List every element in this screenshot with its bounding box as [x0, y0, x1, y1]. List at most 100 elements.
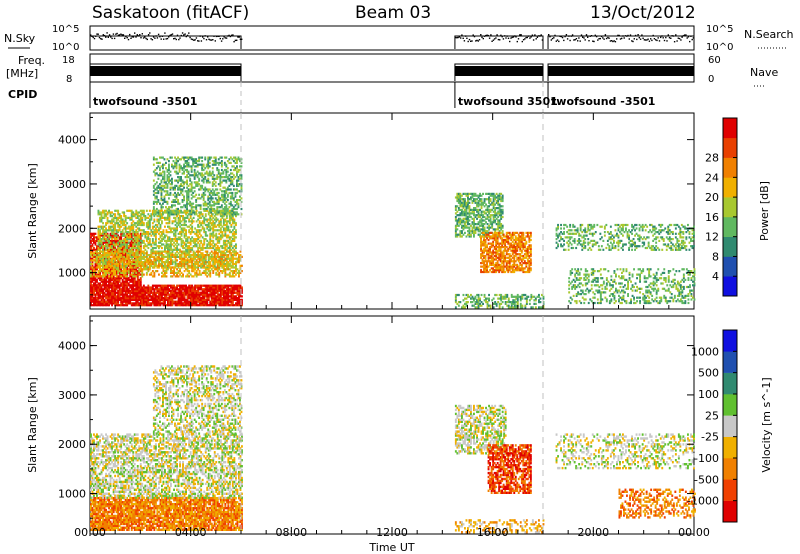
power-cell — [99, 297, 101, 300]
power-cell — [173, 288, 175, 291]
power-cell — [183, 218, 186, 221]
power-cell — [171, 179, 173, 182]
power-cell — [120, 245, 123, 248]
power-cell — [238, 300, 240, 303]
power-cell — [230, 218, 233, 221]
power-cell — [100, 284, 103, 287]
power-cell — [183, 304, 186, 307]
power-cell — [204, 289, 207, 293]
power-cell — [230, 286, 233, 289]
power-cell — [147, 291, 150, 294]
nsky-point — [680, 39, 682, 41]
power-cell — [211, 172, 214, 175]
power-cell — [159, 300, 162, 303]
power-cell — [132, 255, 135, 258]
power-cell — [239, 286, 242, 289]
power-cell — [190, 184, 193, 187]
power-cell — [186, 286, 189, 289]
power-cell — [221, 304, 224, 307]
power-cell — [151, 222, 154, 225]
power-cell — [200, 234, 203, 237]
power-cell — [180, 234, 183, 237]
nsky-point — [137, 35, 140, 37]
power-cell — [105, 239, 107, 242]
nsky-point — [588, 40, 590, 42]
power-cell — [147, 227, 150, 230]
power-cell — [96, 298, 98, 301]
power-cell — [190, 207, 193, 211]
power-cell — [138, 223, 141, 227]
power-cell — [167, 239, 169, 242]
power-cell — [195, 298, 198, 301]
power-cell — [165, 167, 167, 170]
power-cell — [167, 218, 169, 221]
power-cell — [165, 259, 168, 262]
power-cell — [106, 252, 109, 255]
power-cell — [121, 291, 124, 294]
power-cell — [176, 248, 178, 251]
power-cell — [121, 288, 124, 291]
nsky-point — [92, 36, 94, 39]
power-cell — [198, 291, 201, 294]
power-cell — [215, 250, 218, 253]
power-cell — [154, 223, 157, 227]
power-cell — [99, 278, 101, 281]
power-cell — [124, 254, 127, 257]
power-cell — [191, 218, 194, 221]
power-cell — [207, 297, 210, 300]
power-cell — [191, 231, 194, 234]
power-cell — [162, 216, 165, 219]
power-cell — [141, 252, 144, 255]
power-cell — [102, 291, 104, 294]
power-cell — [177, 186, 179, 189]
power-cell — [189, 227, 192, 230]
power-cell — [109, 273, 112, 276]
power-cell — [235, 257, 237, 260]
power-cell — [236, 207, 238, 211]
power-cell — [132, 243, 135, 246]
power-cell — [218, 223, 221, 227]
power-cell — [148, 298, 151, 301]
power-cell — [204, 177, 207, 180]
power-cell — [111, 215, 113, 218]
nsky-point — [149, 32, 151, 34]
power-cell — [133, 304, 136, 307]
power-cell — [213, 207, 216, 211]
power-cell — [100, 234, 103, 237]
power-cell — [227, 246, 230, 250]
power-cell — [201, 193, 204, 196]
power-cell — [225, 257, 228, 260]
power-cell — [108, 271, 110, 274]
power-cell — [241, 291, 243, 294]
power-cell — [90, 280, 92, 283]
power-cell — [215, 238, 218, 241]
power-cell — [139, 238, 142, 241]
power-cell — [202, 174, 205, 177]
power-cell — [114, 302, 117, 305]
power-cell — [147, 284, 150, 287]
power-cell — [121, 264, 124, 267]
power-cell — [188, 293, 191, 296]
power-cell — [152, 202, 155, 205]
power-cell — [206, 302, 209, 305]
power-cell — [124, 227, 127, 230]
power-cell — [132, 280, 135, 283]
power-cell — [239, 298, 242, 301]
power-cell — [151, 286, 154, 289]
power-cell — [224, 302, 227, 305]
nsky-point — [529, 37, 531, 39]
power-cell — [212, 288, 215, 291]
power-cell — [127, 236, 130, 239]
nsky-point — [585, 34, 588, 36]
power-cell — [100, 241, 103, 244]
power-cell — [218, 297, 221, 300]
nsky-point — [115, 33, 117, 35]
power-cell — [173, 220, 175, 223]
power-cell — [186, 261, 189, 264]
power-cell — [177, 238, 180, 241]
power-cell — [93, 259, 95, 262]
nsky-point — [127, 38, 130, 41]
power-cell — [130, 241, 133, 244]
power-cell — [121, 278, 124, 281]
power-cell — [188, 286, 191, 289]
